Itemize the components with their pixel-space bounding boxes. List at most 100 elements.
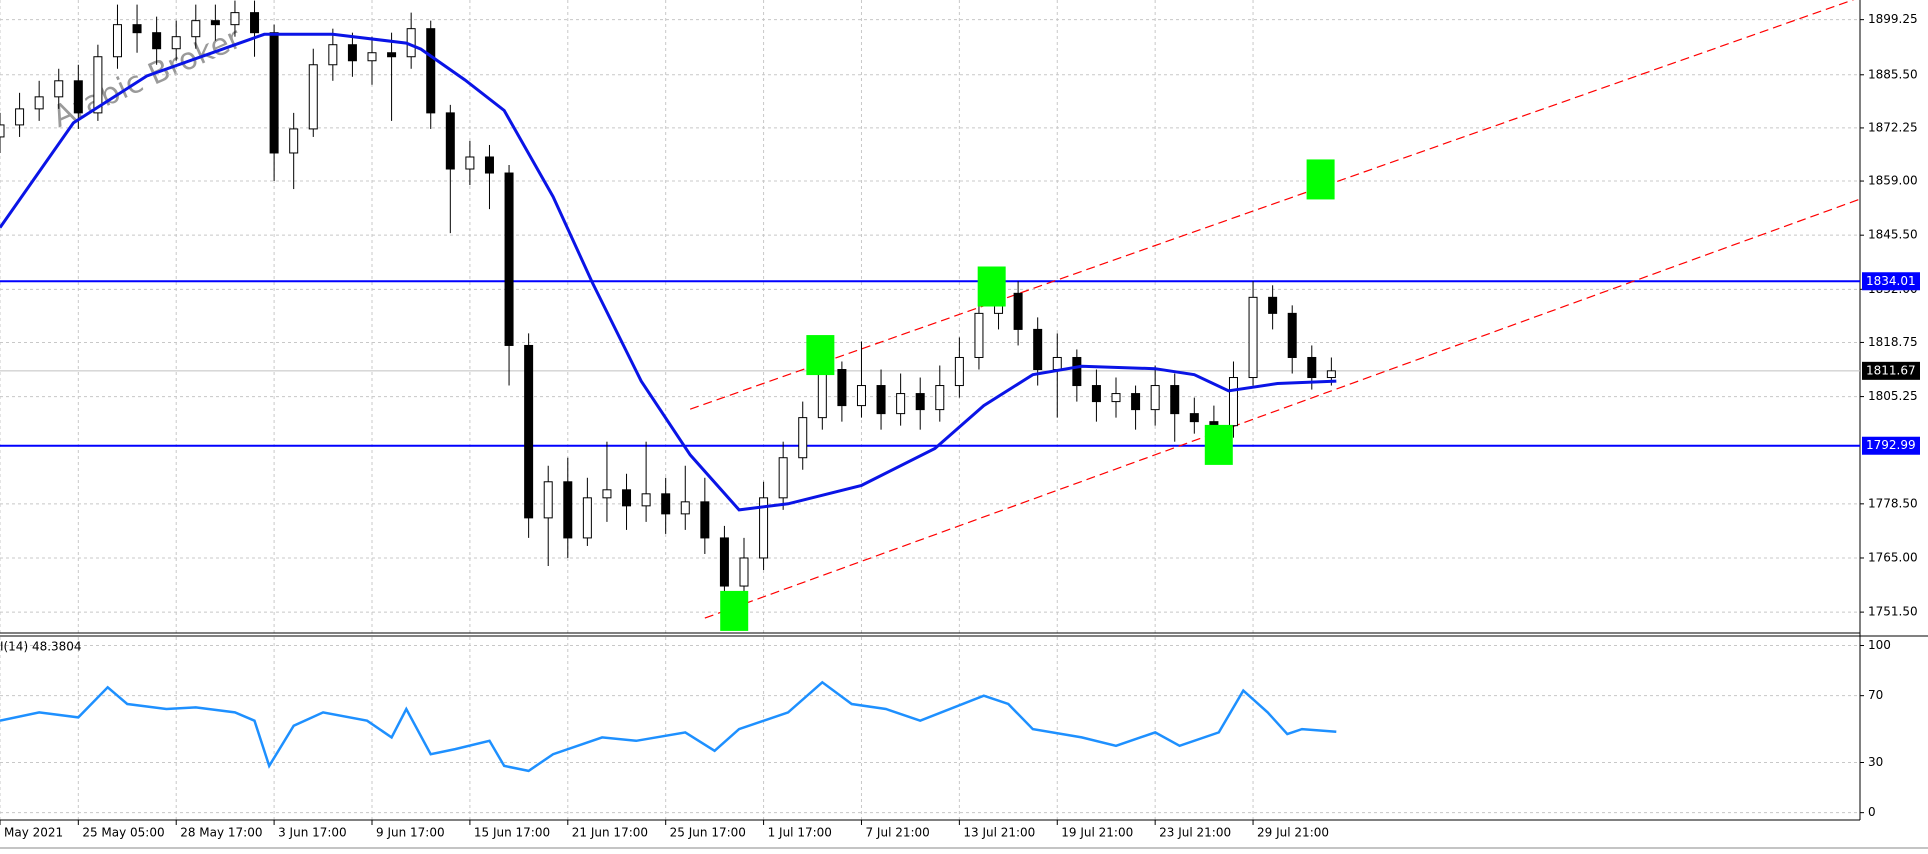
candle-body <box>308 64 318 130</box>
y-tick-label: 30 <box>1868 755 1883 769</box>
current-price-box <box>1862 361 1920 380</box>
level-label: 1792.99 <box>1866 438 1916 452</box>
candle-body <box>778 457 788 499</box>
candle-body <box>739 557 749 587</box>
x-tick-label: 23 Jul 21:00 <box>1159 826 1231 840</box>
y-tick-label: 70 <box>1868 688 1883 702</box>
candle-body <box>935 385 945 411</box>
x-tick-label: 9 Jun 17:00 <box>376 826 445 840</box>
candle-body <box>1189 413 1199 423</box>
y-tick-label: 1885.50 <box>1868 67 1918 81</box>
x-tick-label: 29 Jul 21:00 <box>1257 826 1329 840</box>
candle-body <box>230 12 240 26</box>
candle-body <box>622 489 632 507</box>
candle-body <box>132 24 142 34</box>
current-price-label: 1811.67 <box>1866 363 1916 377</box>
y-tick-label: 1859.00 <box>1868 174 1918 188</box>
candle-body <box>328 44 338 66</box>
candle-body <box>700 501 710 539</box>
y-tick-label: 1899.25 <box>1868 12 1918 26</box>
candle-body <box>798 417 808 459</box>
candle-body <box>680 501 690 515</box>
x-tick-label: 7 Jul 21:00 <box>865 826 929 840</box>
candle-body <box>1072 356 1082 387</box>
x-tick-label: 13 Jul 21:00 <box>963 826 1035 840</box>
y-tick-label: 1845.50 <box>1868 228 1918 242</box>
x-tick-label: 19 Jul 21:00 <box>1061 826 1133 840</box>
x-tick-label: 21 Jun 17:00 <box>572 826 648 840</box>
candle-body <box>93 56 103 114</box>
candle-body <box>1228 377 1238 427</box>
candle-body <box>1052 356 1062 371</box>
candle-body <box>387 52 397 58</box>
candle-body <box>524 344 534 519</box>
candle-body <box>661 493 671 515</box>
marker <box>1306 159 1335 200</box>
candle-body <box>210 20 220 26</box>
candle-body <box>1150 385 1160 411</box>
y-tick-label: 1751.50 <box>1868 605 1918 619</box>
trendline <box>689 0 1855 410</box>
x-tick-label: 28 May 17:00 <box>180 826 262 840</box>
candle-body <box>15 108 25 126</box>
candle-body <box>1091 385 1101 403</box>
candle-body <box>1268 296 1278 314</box>
candle-body <box>367 52 377 62</box>
moving-average <box>0 32 1337 512</box>
candle-body <box>289 128 299 154</box>
candle-body <box>1131 393 1141 411</box>
candle-body <box>896 393 906 415</box>
candle-body <box>1287 312 1297 358</box>
candle-body <box>954 356 964 387</box>
x-tick-label: May 2021 <box>4 826 63 840</box>
trendline <box>704 198 1861 619</box>
candle-body <box>1248 296 1258 379</box>
candle-body <box>641 493 651 507</box>
candle-body <box>112 24 122 58</box>
candle-body <box>34 96 44 110</box>
candle-body <box>876 385 886 415</box>
y-tick-label: 1805.25 <box>1868 389 1918 403</box>
candle-body <box>250 12 260 34</box>
marker <box>977 266 1006 307</box>
candle-body <box>1307 356 1317 379</box>
candle-body <box>54 80 64 98</box>
candle-body <box>465 156 475 170</box>
candle-body <box>817 369 827 419</box>
y-tick-label: 1765.00 <box>1868 550 1918 564</box>
x-tick-label: 3 Jun 17:00 <box>278 826 347 840</box>
indicator-line <box>0 680 1337 773</box>
candle-body <box>1013 292 1023 330</box>
candle-body <box>445 112 455 170</box>
candle-body <box>837 369 847 407</box>
candle-body <box>73 80 83 114</box>
x-tick-label: 25 May 05:00 <box>82 826 164 840</box>
candle-body <box>915 393 925 411</box>
candle-body <box>563 481 573 539</box>
marker <box>1204 424 1233 465</box>
x-tick-label: 25 Jun 17:00 <box>670 826 746 840</box>
indicator-label: RSI(14) 48.3804 <box>0 640 82 654</box>
y-tick-label: 1818.75 <box>1868 335 1918 349</box>
candle-body <box>426 28 436 114</box>
x-tick-label: 15 Jun 17:00 <box>474 826 550 840</box>
marker <box>806 335 835 376</box>
candle-body <box>1033 328 1043 371</box>
candle-body <box>582 497 592 539</box>
candle-body <box>484 156 494 174</box>
level-label: 1834.01 <box>1866 274 1916 288</box>
y-tick-label: 0 <box>1868 805 1876 819</box>
candle-body <box>974 312 984 358</box>
candle-body <box>191 20 201 38</box>
candle-body <box>171 36 181 50</box>
candle-body <box>1111 393 1121 403</box>
candle-body <box>719 537 729 587</box>
candle-body <box>347 44 357 62</box>
candle-body <box>602 489 612 499</box>
candle-body <box>759 497 769 559</box>
candle-body <box>1170 385 1180 415</box>
y-tick-label: 1872.25 <box>1868 120 1918 134</box>
